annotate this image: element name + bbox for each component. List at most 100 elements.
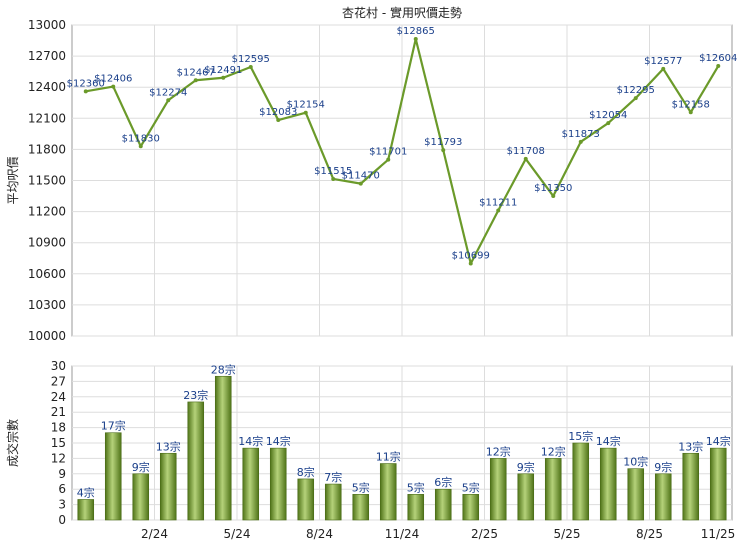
volume-data-label: 5宗 bbox=[407, 480, 425, 494]
volume-bar bbox=[324, 483, 342, 521]
bar-gridlines bbox=[72, 365, 732, 521]
bar-y-tick-label: 0 bbox=[58, 513, 66, 527]
bar-y-tick-label: 12 bbox=[51, 451, 66, 465]
volume-bar bbox=[517, 473, 535, 521]
volume-data-label: 12宗 bbox=[541, 444, 566, 458]
line-y-tick-label: 11500 bbox=[28, 174, 66, 188]
volume-data-label: 14宗 bbox=[596, 434, 621, 448]
volume-data-label: 7宗 bbox=[324, 470, 342, 484]
price-point bbox=[276, 118, 281, 123]
volume-bars bbox=[77, 375, 727, 521]
volume-bar bbox=[187, 401, 205, 521]
line-y-tick-labels: 10000 10300 10600 10900 11200 11500 11800 12100… bbox=[28, 18, 66, 343]
price-data-label: $12295 bbox=[617, 85, 655, 96]
price-data-label: $11211 bbox=[479, 197, 517, 208]
price-data-label: $12083 bbox=[259, 107, 297, 118]
volume-bar bbox=[489, 458, 507, 521]
volume-bar bbox=[132, 473, 150, 521]
price-line-series bbox=[83, 36, 721, 266]
x-tick-label: 2/25 bbox=[471, 527, 498, 541]
price-line bbox=[85, 37, 720, 265]
price-point bbox=[606, 121, 611, 126]
price-line-panel: 10000 10300 10600 10900 11200 11500 11800 12100… bbox=[6, 5, 737, 343]
price-data-label: $12158 bbox=[672, 99, 710, 110]
volume-bar bbox=[407, 494, 425, 521]
line-y-tick-label: 12400 bbox=[28, 80, 66, 94]
price-point bbox=[578, 139, 583, 144]
volume-data-label: 5宗 bbox=[462, 480, 480, 494]
price-point bbox=[248, 64, 253, 69]
price-data-label: $12406 bbox=[94, 74, 132, 85]
volume-data-label: 15宗 bbox=[568, 429, 593, 443]
volume-bar bbox=[709, 447, 727, 521]
x-tick-label: 5/24 bbox=[224, 527, 251, 541]
line-y-tick-label: 12100 bbox=[28, 111, 66, 125]
volume-bar bbox=[214, 375, 232, 521]
line-y-tick-label: 10000 bbox=[28, 329, 66, 343]
x-tick-label: 8/24 bbox=[306, 527, 333, 541]
volume-bar bbox=[544, 458, 562, 521]
price-data-label: $12865 bbox=[397, 26, 435, 37]
price-data-label: $10699 bbox=[452, 251, 490, 262]
price-data-labels: $12360$12406$11830$12274$12467$12491$125… bbox=[67, 26, 738, 262]
price-data-label: $11515 bbox=[314, 166, 352, 177]
volume-bar bbox=[654, 473, 672, 521]
line-y-tick-label: 10600 bbox=[28, 267, 66, 281]
price-point bbox=[358, 181, 363, 186]
bar-y-tick-label: 30 bbox=[51, 359, 66, 373]
x-tick-label: 8/25 bbox=[636, 527, 663, 541]
volume-data-label: 10宗 bbox=[623, 455, 648, 469]
price-point bbox=[193, 78, 198, 83]
line-y-tick-label: 10900 bbox=[28, 236, 66, 250]
price-point bbox=[661, 66, 666, 71]
line-y-tick-label: 11200 bbox=[28, 205, 66, 219]
price-data-label: $12054 bbox=[589, 110, 627, 121]
price-data-label: $11830 bbox=[122, 133, 160, 144]
price-data-label: $12595 bbox=[232, 54, 270, 65]
volume-data-label: 14宗 bbox=[706, 434, 731, 448]
volume-data-label: 12宗 bbox=[486, 444, 511, 458]
bar-y-tick-label: 9 bbox=[58, 467, 66, 481]
line-y-tick-label: 13000 bbox=[28, 18, 66, 32]
x-axis-tick-labels: 2/24 5/24 8/24 11/24 2/25 5/25 8/25 11/25 bbox=[141, 527, 735, 541]
price-point bbox=[166, 98, 171, 103]
volume-bar bbox=[352, 494, 370, 521]
bar-y-tick-label: 15 bbox=[51, 436, 66, 450]
price-point bbox=[83, 89, 88, 94]
price-point bbox=[331, 176, 336, 181]
bar-y-tick-label: 24 bbox=[51, 390, 66, 404]
volume-data-label: 11宗 bbox=[376, 450, 401, 464]
volume-bar bbox=[159, 452, 177, 521]
x-tick-label: 11/25 bbox=[701, 527, 736, 541]
volume-data-label: 13宗 bbox=[156, 439, 181, 453]
line-y-tick-label: 12700 bbox=[28, 49, 66, 63]
price-point bbox=[523, 156, 528, 161]
bar-y-tick-label: 18 bbox=[51, 421, 66, 435]
volume-data-label: 9宗 bbox=[132, 460, 150, 474]
line-y-axis-label: 平均呎價 bbox=[6, 156, 20, 204]
price-data-label: $12154 bbox=[287, 100, 325, 111]
volume-bar bbox=[77, 499, 95, 521]
volume-bar bbox=[297, 478, 315, 521]
volume-bar bbox=[269, 447, 287, 521]
volume-bar bbox=[572, 442, 590, 521]
x-tick-label: 11/24 bbox=[385, 527, 420, 541]
volume-data-label: 17宗 bbox=[101, 419, 126, 433]
volume-data-label: 14宗 bbox=[266, 434, 291, 448]
price-data-label: $12577 bbox=[644, 56, 682, 67]
volume-bar bbox=[462, 494, 480, 521]
price-data-label: $11873 bbox=[562, 129, 600, 140]
volume-data-label: 4宗 bbox=[77, 485, 95, 499]
price-point bbox=[138, 144, 143, 149]
price-point bbox=[716, 64, 721, 69]
volume-bar bbox=[682, 452, 700, 521]
volume-data-label: 8宗 bbox=[297, 465, 315, 479]
price-point bbox=[551, 194, 556, 199]
volume-data-label: 9宗 bbox=[654, 460, 672, 474]
price-point bbox=[633, 96, 638, 101]
